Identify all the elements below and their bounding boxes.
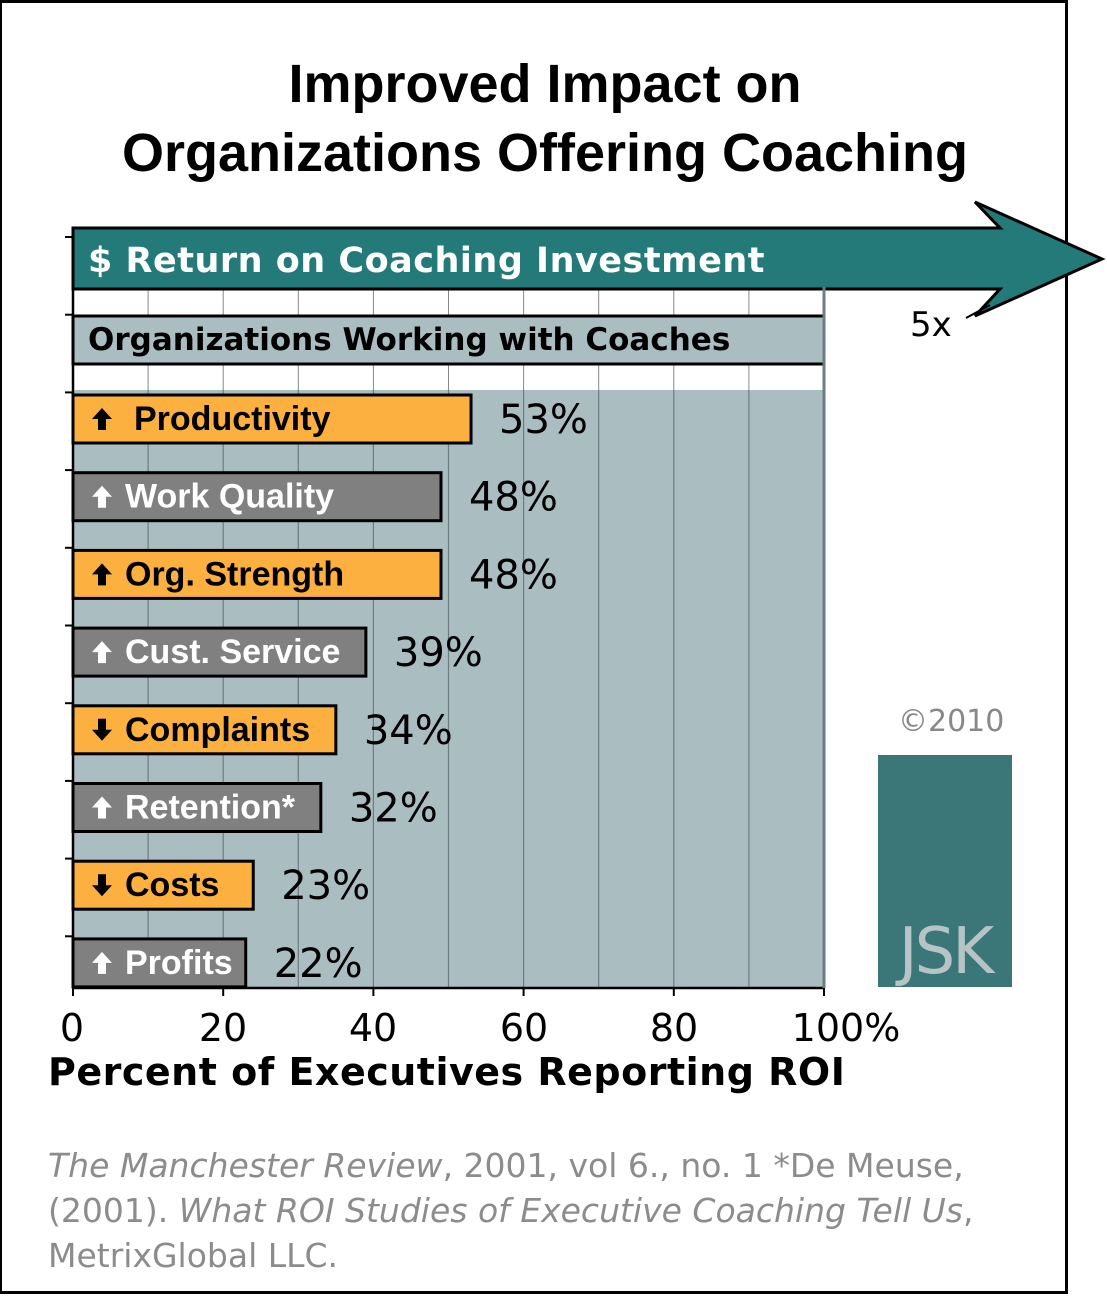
- roi-multiplier-annotation: 5x: [910, 305, 952, 345]
- bar: [71, 782, 323, 833]
- bar-value-label: 34%: [364, 708, 453, 754]
- bar: [71, 471, 443, 523]
- x-tick-label: 60: [499, 1006, 549, 1050]
- copyright-text: ©2010: [898, 704, 1005, 739]
- bar-category-label: Profits: [125, 944, 233, 982]
- bar: [71, 548, 443, 600]
- source-citation: The Manchester Review, 2001, vol 6., no.…: [48, 1143, 1068, 1278]
- x-tick-label: 20: [198, 1006, 248, 1050]
- group-bar-label: Organizations Working with Coaches: [88, 322, 730, 358]
- arrow-up-icon: [92, 641, 112, 664]
- arrow-up-icon: [92, 485, 112, 508]
- bar-value-label: 22%: [274, 941, 363, 987]
- chart-title-line1: Improved Impact on: [288, 54, 802, 114]
- arrow-up-icon: [92, 563, 112, 586]
- bar-category-label: Costs: [125, 866, 219, 904]
- annotation-leader: [965, 304, 991, 319]
- bar-value-label: 48%: [469, 552, 558, 598]
- bar-value-label: 53%: [499, 397, 588, 443]
- jsk-logo: JSK: [878, 755, 1012, 989]
- x-tick-label: 40: [348, 1006, 398, 1050]
- source-article-title: What ROI Studies of Executive Coaching T…: [178, 1191, 964, 1230]
- bar: [71, 704, 338, 756]
- bar-category-label: Work Quality: [125, 478, 334, 516]
- bar-category-label: Org. Strength: [125, 555, 344, 593]
- chart-title-line2: Organizations Offering Coaching: [121, 123, 969, 183]
- roi-arrow: [71, 200, 1106, 318]
- arrow-up-icon: [92, 796, 112, 819]
- bar-value-label: 23%: [281, 863, 370, 909]
- x-tick-label: 100%: [791, 1006, 901, 1050]
- source-details: , 2001, vol 6., no. 1 *De Meuse, (2001).: [48, 1146, 964, 1230]
- roi-arrow-label: $ Return on Coaching Investment: [88, 241, 765, 281]
- bar-category-label: Retention*: [125, 789, 296, 827]
- arrow-down-icon: [92, 718, 112, 741]
- chart-frame: [0, 0, 1068, 1294]
- bar-category-label: Complaints: [125, 711, 310, 749]
- bar-category-label: Cust. Service: [125, 633, 340, 671]
- source-publisher: , MetrixGlobal LLC.: [48, 1191, 974, 1275]
- logo-text: JSK: [898, 915, 994, 989]
- x-axis-label: Percent of Executives Reporting ROI: [48, 1050, 846, 1094]
- arrow-down-icon: [92, 874, 112, 897]
- bar-value-label: 48%: [469, 475, 558, 521]
- bar: [71, 626, 368, 678]
- bar-category-label: Productivity: [134, 400, 331, 438]
- bar-value-label: 39%: [394, 630, 483, 676]
- bar-value-label: 32%: [349, 786, 438, 832]
- x-tick-label: 0: [59, 1006, 85, 1050]
- bar: [71, 393, 473, 445]
- x-tick-label: 80: [649, 1006, 699, 1050]
- arrow-up-icon: [92, 408, 112, 430]
- source-journal: The Manchester Review: [48, 1146, 443, 1185]
- arrow-up-icon: [92, 951, 112, 974]
